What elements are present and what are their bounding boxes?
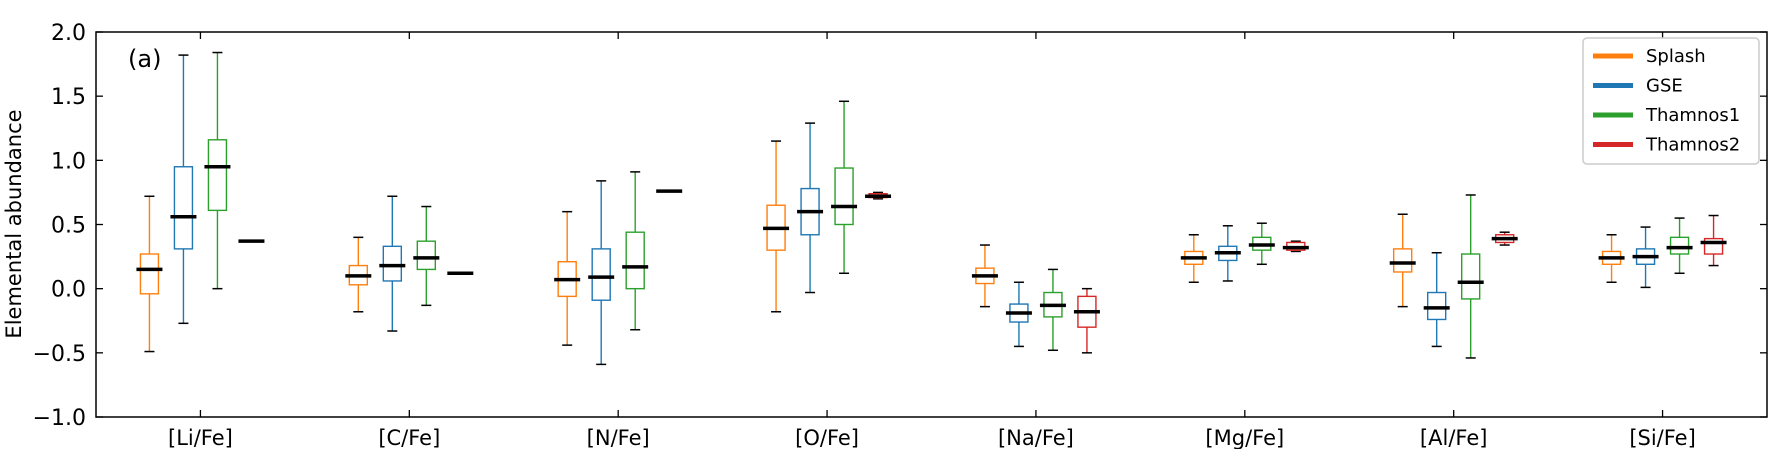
box-gse-4	[1005, 281, 1032, 348]
box-iqr	[1426, 291, 1447, 321]
box-thamnos2-4	[1073, 287, 1100, 354]
box-iqr	[1703, 237, 1724, 255]
x-tick-label: [Na/Fe]	[998, 426, 1074, 449]
box-thamnos2-3	[865, 191, 892, 200]
box-iqr	[382, 245, 403, 282]
box-thamnos2-0	[238, 239, 265, 243]
plot-area	[136, 51, 1727, 366]
legend-label: Thamnos2	[1645, 135, 1740, 156]
box-thamnos2-5	[1282, 240, 1309, 253]
box-iqr	[173, 166, 194, 250]
box-iqr	[1460, 253, 1481, 300]
y-tick-label: −1.0	[33, 406, 86, 431]
box-gse-1	[379, 195, 406, 332]
y-tick-label: 2.0	[51, 21, 86, 46]
box-gse-2	[588, 180, 615, 366]
y-tick-label: 1.0	[51, 149, 86, 174]
box-splash-2	[554, 210, 581, 346]
panel-label: (a)	[128, 45, 161, 73]
x-tick-label: [Si/Fe]	[1629, 426, 1695, 449]
x-tick-label: [Li/Fe]	[168, 426, 233, 449]
box-thamnos1-7	[1666, 217, 1693, 275]
x-tick-label: [O/Fe]	[795, 426, 859, 449]
y-tick-label: 0.5	[51, 214, 86, 239]
y-axis: 2.0 1.5 1.0 0.5 0.0 −0.5 −1.0	[33, 21, 1767, 431]
box-thamnos1-5	[1248, 222, 1275, 266]
box-gse-5	[1214, 225, 1241, 282]
plot-frame	[95, 31, 1768, 418]
box-iqr	[625, 231, 645, 290]
box-iqr	[591, 248, 611, 301]
box-splash-3	[763, 140, 790, 313]
x-tick-label: [Mg/Fe]	[1205, 426, 1284, 449]
legend-frame	[1582, 37, 1760, 165]
box-splash-1	[345, 236, 372, 313]
box-gse-0	[170, 54, 197, 325]
box-iqr	[416, 240, 437, 271]
box-thamnos1-0	[204, 51, 231, 290]
box-iqr	[1392, 248, 1413, 273]
box-gse-3	[797, 122, 824, 294]
box-splash-4	[971, 244, 998, 308]
legend-label: Splash	[1646, 46, 1706, 67]
box-thamnos1-1	[413, 205, 440, 307]
box-gse-6	[1423, 251, 1450, 348]
box-splash-6	[1389, 213, 1416, 308]
box-iqr	[834, 167, 854, 226]
box-thamnos1-2	[622, 171, 649, 331]
box-gse-7	[1632, 226, 1659, 289]
x-tick-label: [Al/Fe]	[1420, 426, 1488, 449]
y-axis-label: Elemental abundance	[2, 109, 26, 338]
box-thamnos2-2	[656, 189, 683, 193]
box-thamnos1-3	[831, 100, 858, 275]
y-tick-label: 1.5	[51, 85, 86, 110]
box-thamnos1-4	[1039, 268, 1066, 352]
box-thamnos2-1	[447, 271, 474, 276]
x-tick-label: [N/Fe]	[587, 426, 650, 449]
box-iqr	[207, 139, 228, 212]
box-iqr	[1669, 236, 1690, 255]
box-splash-7	[1598, 234, 1625, 283]
x-tick-label: [C/Fe]	[378, 426, 440, 449]
x-axis: [Li/Fe] [C/Fe] [N/Fe] [O/Fe] [Na/Fe] [Mg/Fe] […	[168, 32, 1696, 449]
box-iqr	[139, 253, 160, 295]
legend-label: Thamnos1	[1645, 105, 1740, 126]
box-thamnos2-7	[1700, 214, 1727, 267]
box-splash-5	[1180, 234, 1207, 283]
box-thamnos2-6	[1491, 231, 1518, 246]
box-splash-0	[136, 195, 163, 353]
legend-label: GSE	[1646, 76, 1683, 97]
legend: Splash GSE Thamnos1 Thamnos2	[1582, 37, 1760, 165]
y-tick-label: 0.0	[51, 278, 86, 303]
y-tick-label: −0.5	[33, 342, 86, 367]
box-thamnos1-6	[1457, 194, 1484, 359]
